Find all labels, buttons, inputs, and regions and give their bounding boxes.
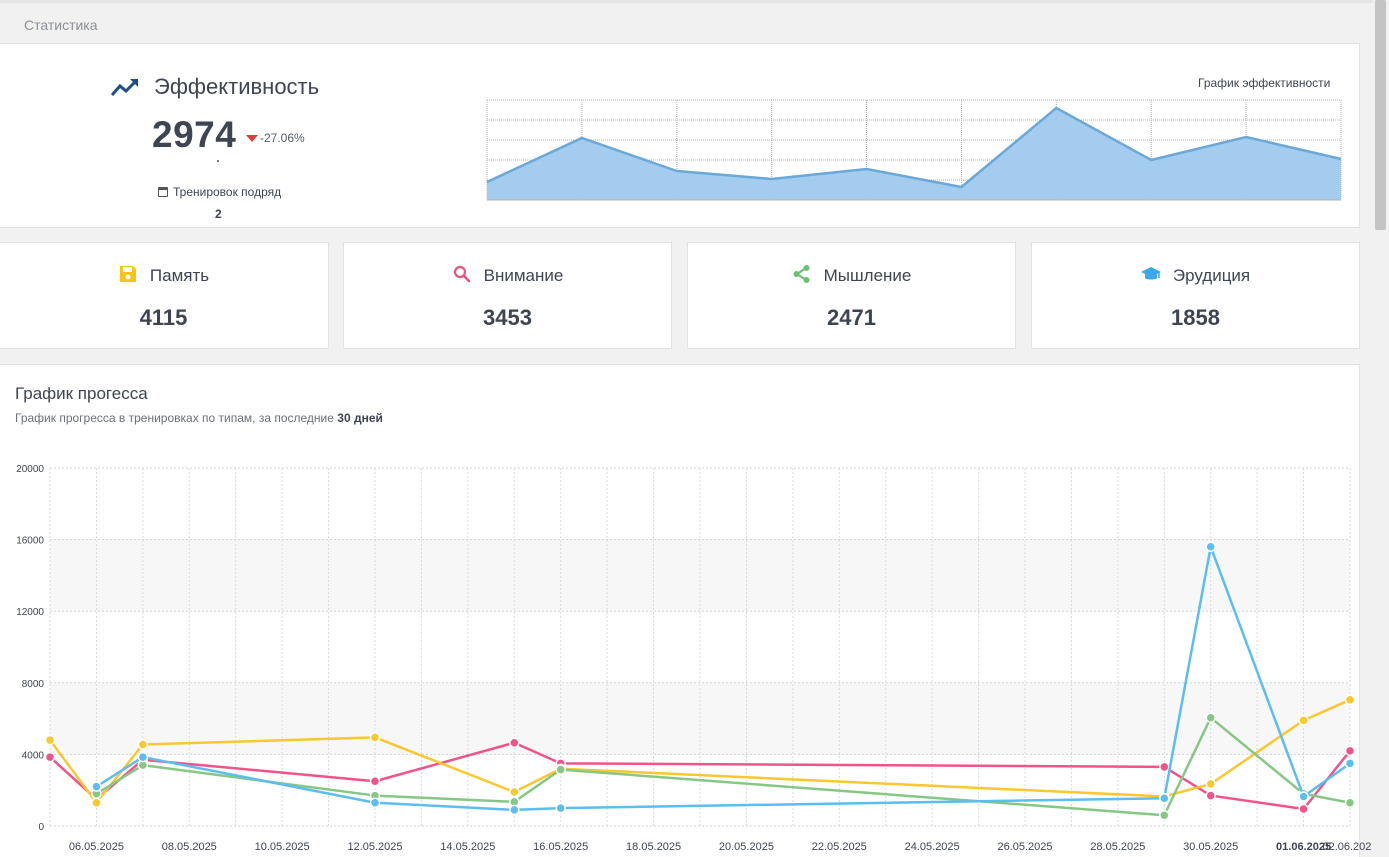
series-2-point — [1159, 810, 1170, 821]
x-tick-label: 08.05.2025 — [162, 841, 217, 853]
x-tick-label: 10.05.2025 — [255, 841, 310, 853]
series-1-point — [137, 739, 149, 750]
series-1-point — [369, 732, 381, 743]
efficiency-change-value: -27.06% — [260, 131, 305, 145]
x-tick-label: 06.05.2025 — [69, 841, 124, 853]
series-2-point — [1344, 797, 1356, 808]
series-1-point — [1298, 715, 1309, 726]
series-2-point — [1205, 712, 1216, 723]
series-2-point — [555, 764, 566, 775]
series-0-point — [369, 776, 381, 787]
progress-subtitle-period: 30 дней — [337, 411, 383, 425]
grid-band — [50, 682, 1350, 755]
series-0-point — [44, 751, 56, 763]
stat-memory-value: 4115 — [139, 305, 188, 330]
x-tick-label: 01.06.2025 — [1276, 841, 1331, 853]
x-tick-label: 02.06.2025 — [1322, 841, 1372, 853]
series-0-point — [1298, 803, 1309, 815]
series-0-point — [1159, 761, 1170, 773]
series-1-line — [48, 698, 1351, 804]
stat-memory-label: Память — [149, 266, 210, 285]
progress-chart: 0 4000 8000 12000 16000 20000 06.05.2025 08.05.… — [16, 464, 1372, 853]
stat-erudition-value: 1858 — [1171, 305, 1220, 330]
stat-attention-label: Внимание — [483, 266, 564, 285]
stat-attention-value: 3453 — [483, 305, 532, 330]
efficiency-title: Эффективность — [154, 74, 320, 99]
scrollbar-thumb[interactable] — [1375, 0, 1386, 230]
y-tick-label: 0 — [38, 822, 44, 833]
series-0-point — [509, 737, 520, 749]
stat-erudition-header: Эрудиция — [1032, 264, 1359, 286]
top-bar — [0, 0, 1372, 3]
stat-erudition-label: Эрудиция — [1172, 266, 1251, 285]
streak-label-text: Тренировок подряд — [173, 185, 282, 199]
series-0-point — [1344, 745, 1356, 757]
stat-memory-header: Память — [0, 264, 328, 286]
series-3-point — [555, 802, 566, 814]
y-tick-label: 4000 — [22, 750, 45, 761]
x-tick-label: 20.05.2025 — [719, 841, 774, 853]
streak-value: 2 — [215, 207, 222, 221]
scrollbar[interactable] — [1372, 0, 1389, 857]
graduation-cap-icon — [1140, 267, 1161, 280]
x-tick-label: 22.05.2025 — [812, 841, 867, 853]
x-tick-label: 26.05.2025 — [997, 841, 1052, 853]
stat-card-erudition: Эрудиция 1858 — [1031, 242, 1360, 349]
stat-card-memory: Память 4115 — [0, 242, 329, 349]
stat-card-attention: Внимание 3453 — [343, 242, 672, 349]
arrow-down-icon — [246, 135, 258, 142]
stat-thinking-value: 2471 — [827, 305, 876, 330]
trending-up-icon — [110, 78, 139, 96]
streak-label: Тренировок подряд — [158, 185, 281, 199]
x-tick-label: 12.05.2025 — [347, 841, 402, 853]
series-0-point — [1205, 790, 1216, 801]
efficiency-chart — [486, 99, 1342, 201]
progress-title: График прогесса — [15, 384, 148, 403]
efficiency-value: 2974 — [152, 114, 237, 155]
stat-thinking-label: Мышление — [823, 266, 912, 285]
grid-band — [50, 539, 1350, 612]
x-tick-label: 14.05.2025 — [440, 841, 495, 853]
search-icon — [453, 265, 470, 283]
y-tick-label: 8000 — [22, 679, 45, 690]
series-1-point — [509, 786, 520, 798]
stat-thinking-header: Мышление — [688, 264, 1015, 286]
series-1-point — [91, 797, 102, 808]
save-icon — [119, 266, 136, 282]
series-1-point — [1344, 694, 1356, 706]
stat-card-thinking: Мышление 2471 — [687, 242, 1016, 349]
series-3-point — [1159, 793, 1170, 804]
y-tick-label: 12000 — [16, 607, 44, 618]
x-tick-label: 24.05.2025 — [905, 841, 960, 853]
efficiency-line — [486, 106, 1342, 189]
series-3-point — [137, 751, 149, 763]
series-1-point — [1205, 778, 1216, 790]
y-tick-label: 16000 — [16, 536, 44, 547]
efficiency-area — [487, 108, 1341, 200]
share-icon — [793, 265, 810, 283]
series-3-point — [91, 781, 102, 792]
series-3-point — [1205, 541, 1216, 553]
calendar-icon — [158, 187, 168, 197]
series-3-point — [1344, 758, 1356, 769]
series-1-point — [44, 734, 56, 746]
progress-subtitle-text: График прогресса в тренировках по типам,… — [15, 411, 338, 425]
progress-subtitle: График прогресса в тренировках по типам,… — [15, 411, 383, 425]
series-3-point — [509, 804, 520, 816]
series-3-point — [1298, 791, 1309, 802]
x-tick-label: 18.05.2025 — [626, 841, 681, 853]
x-tick-label: 16.05.2025 — [533, 841, 588, 853]
x-tick-label: 28.05.2025 — [1090, 841, 1145, 853]
y-tick-label: 20000 — [16, 464, 44, 475]
efficiency-change: -27.06% — [246, 131, 305, 145]
efficiency-dot — [217, 160, 219, 162]
series-3-point — [369, 797, 381, 808]
x-tick-label: 30.05.2025 — [1183, 841, 1238, 853]
breadcrumb: Статистика — [24, 17, 98, 33]
efficiency-chart-title: График эффективности — [1198, 76, 1331, 90]
stat-attention-header: Внимание — [344, 264, 671, 286]
